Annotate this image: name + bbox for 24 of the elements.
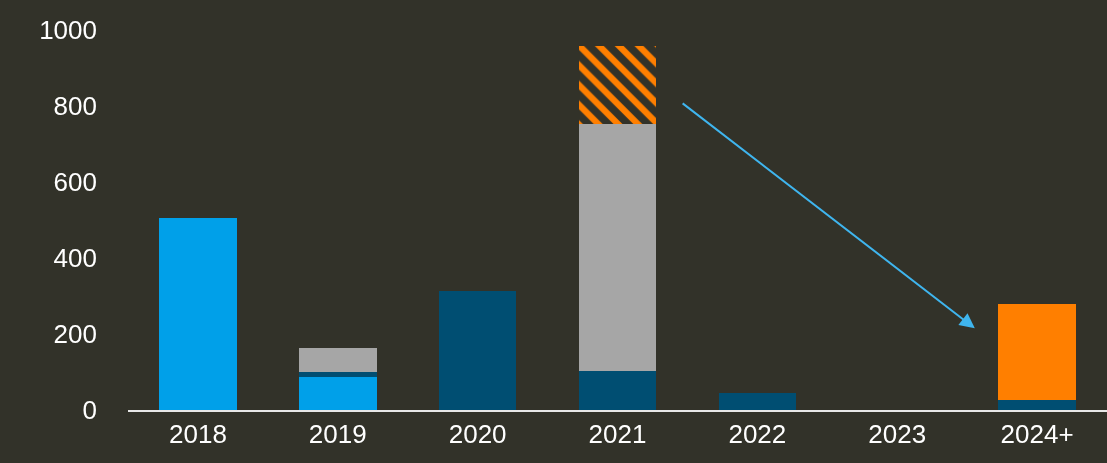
y-tick-label: 800 <box>53 91 97 122</box>
y-tick-label: 0 <box>82 395 97 426</box>
bar <box>998 400 1076 410</box>
y-tick-label: 1000 <box>39 15 97 46</box>
y-tick-label: 200 <box>53 319 97 350</box>
bar <box>298 376 377 410</box>
y-tick-label: 400 <box>53 243 97 274</box>
x-tick-label: 2024+ <box>1000 419 1074 450</box>
bar <box>578 370 657 410</box>
bar <box>298 348 377 372</box>
x-tick-label: 2022 <box>728 419 787 450</box>
x-tick-label: 2023 <box>868 419 927 450</box>
bar <box>438 291 517 410</box>
bar <box>159 218 237 410</box>
x-tick-label: 2020 <box>448 419 507 450</box>
x-tick-label: 2018 <box>169 419 227 450</box>
bar <box>578 45 657 124</box>
y-tick-label: 600 <box>53 167 97 198</box>
bar <box>298 371 377 377</box>
x-tick-label: 2021 <box>588 419 647 450</box>
x-tick-label: 2019 <box>308 419 367 450</box>
bar <box>718 393 797 410</box>
bar <box>998 303 1076 401</box>
bar <box>578 123 657 371</box>
